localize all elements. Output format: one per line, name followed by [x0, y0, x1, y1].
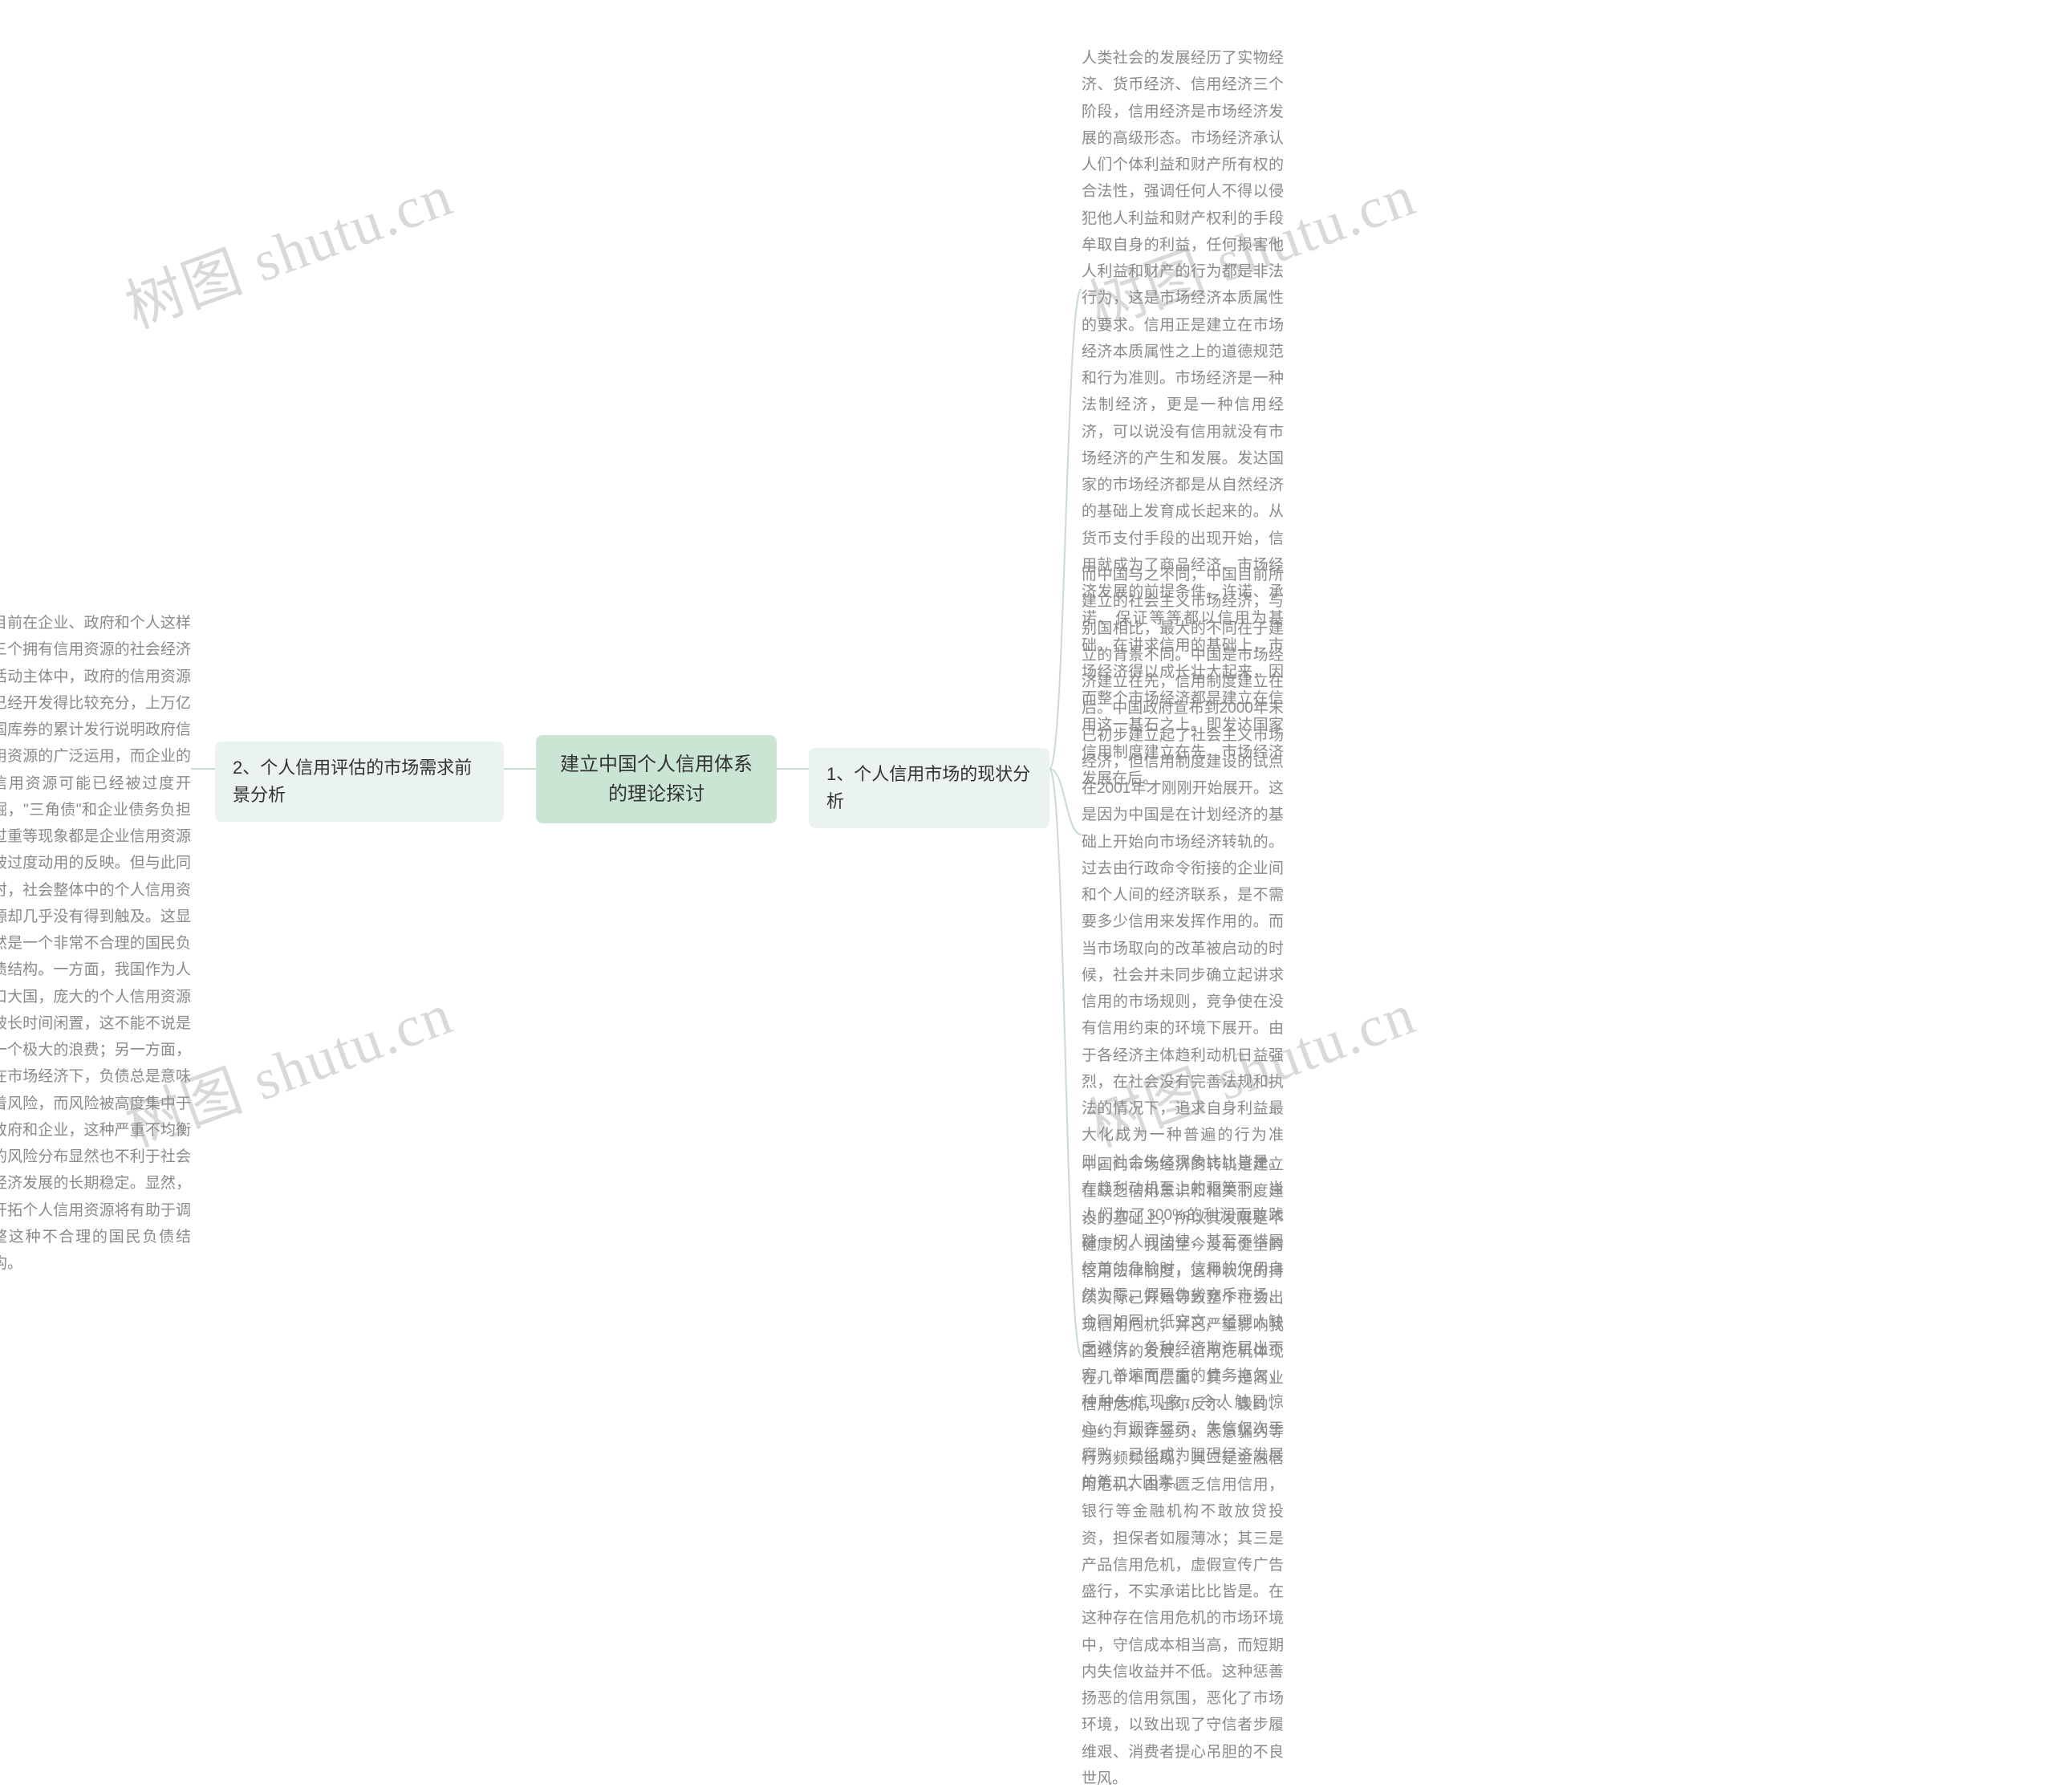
leaf-left: 目前在企业、政府和个人这样三个拥有信用资源的社会经济活动主体中，政府的信用资源已…: [0, 610, 191, 1277]
leaf-right-3: 中国向市场经济的转轨是建立在缺乏信用意识和相关制度建设的基础上，所以其发展是不健…: [1082, 1152, 1284, 1792]
mindmap-canvas: 树图 shutu.cn 树图 shutu.cn 树图 shutu.cn 树图 s…: [0, 0, 2054, 1546]
root-node[interactable]: 建立中国个人信用体系的理论探讨: [536, 735, 777, 823]
watermark: 树图 shutu.cn: [112, 148, 462, 343]
topic-right[interactable]: 1、个人信用市场的现状分析: [809, 748, 1049, 828]
topic-left[interactable]: 2、个人信用评估的市场需求前景分析: [215, 742, 504, 822]
